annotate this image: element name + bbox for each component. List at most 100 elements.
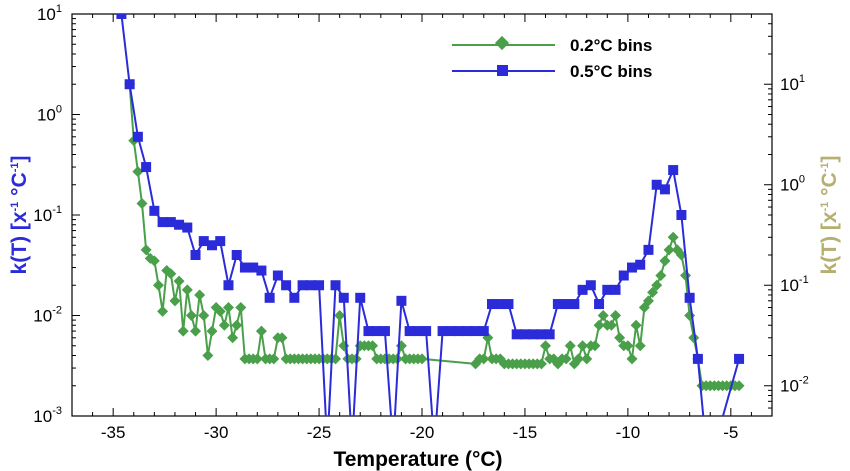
series-1: [116, 14, 745, 416]
data-point-square: [668, 165, 679, 176]
data-point-square: [585, 280, 596, 291]
data-point-diamond: [589, 340, 601, 352]
data-point-diamond: [577, 340, 589, 352]
data-point-square: [437, 326, 448, 337]
data-point-square: [256, 265, 267, 276]
data-point-diamond: [222, 302, 234, 314]
data-point-square: [239, 262, 250, 273]
data-point-diamond: [276, 332, 288, 344]
data-point-square: [421, 326, 432, 337]
data-point-square: [445, 326, 456, 337]
y-left-tick-label: 10-3: [33, 405, 62, 426]
data-point-square: [684, 292, 695, 303]
y-axis-title-left: k(T) [x-1 °C-1]: [8, 156, 31, 275]
data-point-square: [478, 326, 489, 337]
data-point-diamond: [173, 275, 185, 287]
data-point-square: [495, 299, 506, 310]
data-point-square: [454, 326, 465, 337]
data-point-diamond: [227, 332, 239, 344]
data-point-diamond: [206, 325, 218, 337]
data-point-diamond: [136, 198, 148, 210]
data-point-square: [141, 162, 152, 173]
y-axis-title-right: k(T) [x-1 °C-1]: [818, 156, 841, 275]
data-point-diamond: [157, 305, 169, 317]
data-point-square: [272, 270, 283, 281]
data-point-diamond: [169, 295, 181, 307]
data-point-square: [503, 299, 514, 310]
data-point-square: [182, 222, 193, 233]
data-point-diamond: [367, 340, 379, 352]
data-point-square: [231, 249, 242, 260]
data-point-diamond: [540, 340, 552, 352]
data-point-square: [602, 284, 613, 295]
x-tick-label: -35: [101, 423, 126, 442]
legend-label-1: 0.5°C bins: [570, 62, 652, 81]
y-right-tick-label: 10-1: [780, 274, 809, 295]
data-point-diamond: [626, 353, 638, 365]
data-point-diamond: [605, 319, 617, 331]
legend-marker-diamond: [494, 35, 510, 51]
data-point-square: [659, 184, 670, 195]
data-point-diamond: [733, 380, 745, 392]
y-left-tick-label: 10-1: [33, 204, 62, 225]
data-point-diamond: [655, 270, 667, 282]
data-point-diamond: [630, 319, 642, 331]
data-point-diamond: [235, 302, 247, 314]
x-tick-label: -15: [513, 423, 538, 442]
data-point-square: [338, 292, 349, 303]
data-point-diamond: [334, 310, 346, 321]
data-point-square: [470, 326, 481, 337]
data-point-square: [404, 326, 415, 337]
data-point-square: [594, 299, 605, 310]
data-point-diamond: [132, 166, 144, 178]
legend-label-0: 0.2°C bins: [570, 36, 652, 55]
data-point-square: [577, 284, 588, 295]
y-left-tick-label: 101: [37, 3, 62, 24]
data-point-square: [297, 280, 308, 291]
data-point-diamond: [535, 358, 547, 370]
data-point-diamond: [622, 340, 634, 352]
data-point-square: [635, 259, 646, 270]
data-point-square: [116, 14, 127, 19]
data-point-square: [215, 236, 226, 247]
data-point-diamond: [140, 244, 152, 256]
data-point-diamond: [572, 353, 584, 365]
data-point-square: [149, 205, 160, 216]
data-point-diamond: [634, 340, 646, 352]
data-point-diamond: [593, 319, 605, 331]
data-point-diamond: [251, 353, 263, 365]
data-point-square: [281, 280, 292, 291]
data-point-square: [132, 131, 143, 142]
data-point-square: [264, 292, 275, 303]
data-point-diamond: [214, 305, 226, 317]
data-point-square: [305, 280, 316, 291]
x-tick-label: -20: [410, 423, 435, 442]
data-point-diamond: [560, 353, 572, 365]
data-point-diamond: [642, 295, 654, 307]
data-point-square: [618, 270, 629, 281]
data-point-diamond: [478, 353, 490, 365]
x-axis-title: Temperature (°C): [333, 448, 502, 471]
data-point-diamond: [667, 231, 679, 243]
data-point-diamond: [165, 268, 177, 280]
data-point-diamond: [651, 279, 663, 291]
data-point-diamond: [597, 310, 609, 321]
x-tick-label: -25: [307, 423, 332, 442]
data-point-square: [692, 353, 703, 364]
data-point-diamond: [177, 325, 189, 337]
data-point-square: [157, 217, 168, 228]
data-point-square: [412, 326, 423, 337]
data-point-square: [363, 326, 374, 337]
data-point-diamond: [268, 353, 280, 365]
data-point-diamond: [190, 325, 202, 337]
data-point-square: [174, 219, 185, 230]
y-left-tick-label: 10-2: [33, 305, 62, 326]
data-point-square: [223, 280, 234, 291]
data-point-square: [552, 299, 563, 310]
data-point-square: [487, 299, 497, 310]
series-0: [124, 78, 745, 392]
data-point-square: [627, 262, 637, 273]
y-axis-title-right-text: k(T) [x-1 °C-1]: [818, 156, 841, 275]
data-point-diamond: [688, 332, 700, 344]
data-point-diamond: [647, 286, 659, 298]
